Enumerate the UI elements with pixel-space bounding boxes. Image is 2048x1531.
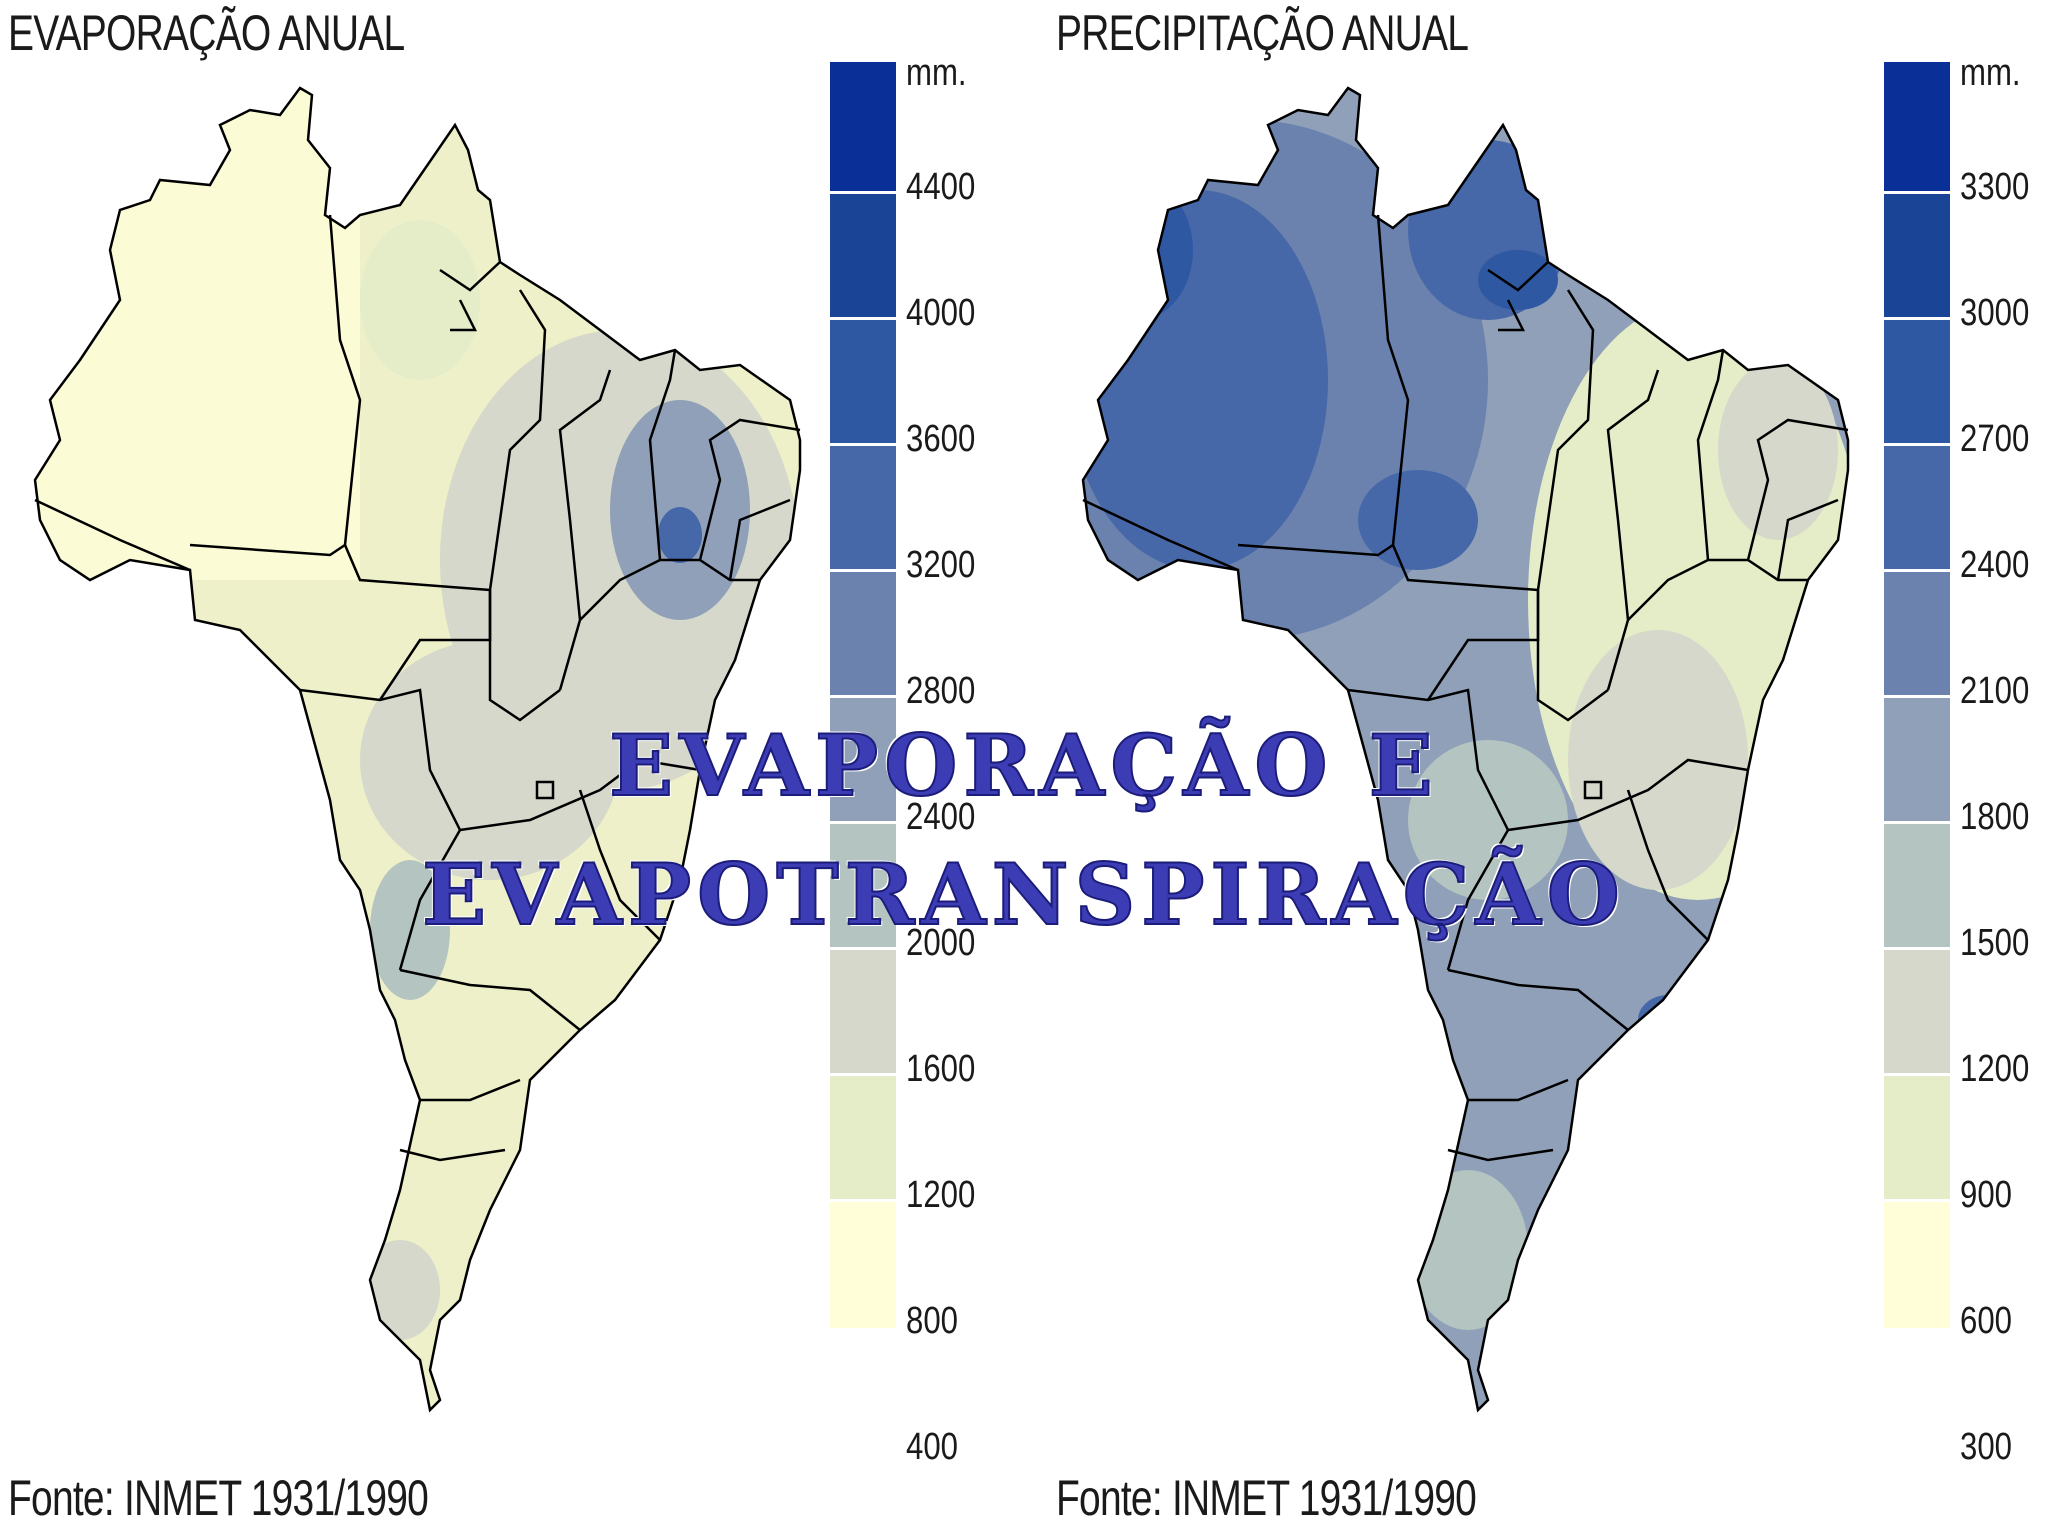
legend-tick-label: 1200	[906, 1174, 976, 1216]
legend-swatch	[830, 572, 896, 698]
precipitation-map	[1081, 86, 1850, 1413]
legend-swatch	[830, 194, 896, 320]
evaporation-legend: mm. 4400 4000 3600 3200 2800 2400 2000 1…	[830, 52, 975, 1468]
legend-tick-label: 600	[1960, 1300, 2012, 1342]
evaporation-map	[33, 86, 802, 1413]
legend-tick-label: 300	[1960, 1426, 2012, 1468]
legend-swatch	[830, 1076, 896, 1202]
legend-swatch	[1884, 62, 1950, 194]
legend-swatch	[1884, 950, 1950, 1076]
legend-tick-label: 800	[906, 1300, 958, 1342]
legend-tick-label: 4400	[906, 166, 976, 208]
legend-swatch	[830, 1202, 896, 1328]
legend-tick-label: 3300	[1960, 166, 2030, 208]
evaporation-shading	[35, 88, 800, 1340]
legend-swatch	[830, 320, 896, 446]
precipitation-map-panel: PRECIPITAÇÃO ANUAL	[1048, 0, 2048, 1531]
legend-swatch	[830, 698, 896, 824]
legend-tick-label: 900	[1960, 1174, 2012, 1216]
legend-tick-label: 3600	[906, 418, 976, 460]
legend-swatch	[1884, 1202, 1950, 1328]
precipitation-legend: mm. 3300 3000 2700 2400 2100 1800 1500 1…	[1884, 52, 2029, 1468]
legend-tick-label: 3000	[1960, 292, 2030, 334]
legend-swatch	[1884, 572, 1950, 698]
legend-tick-label: 2400	[906, 796, 976, 838]
legend-swatch	[830, 950, 896, 1076]
evaporation-source: Fonte: INMET 1931/1990	[8, 1470, 429, 1526]
overlay-title-line2: EVAPOTRANSPIRAÇÃO	[421, 844, 1626, 945]
state-borders	[1081, 86, 1850, 1413]
evaporation-map-panel: EVAPORAÇÃO ANUAL	[8, 5, 975, 1526]
legend-tick-label: 1600	[906, 1048, 976, 1090]
legend-tick-label: 4000	[906, 292, 976, 334]
precipitation-map-title: PRECIPITAÇÃO ANUAL	[1056, 5, 1469, 61]
legend-tick-label: 2100	[1960, 670, 2030, 712]
legend-swatch	[1884, 320, 1950, 446]
legend-swatch	[1884, 446, 1950, 572]
legend-tick-label: 2400	[1960, 544, 2030, 586]
legend-tick-label: 400	[906, 1426, 958, 1468]
precipitation-source: Fonte: INMET 1931/1990	[1056, 1470, 1477, 1526]
legend-tick-label: 3200	[906, 544, 976, 586]
legend-swatch	[1884, 824, 1950, 950]
legend-tick-label: 1800	[1960, 796, 2030, 838]
legend-swatch	[1884, 698, 1950, 824]
legend-unit-label: mm.	[906, 52, 967, 94]
legend-swatch	[830, 446, 896, 572]
legend-swatch	[830, 824, 896, 950]
state-borders	[33, 86, 802, 1413]
legend-tick-label: 2700	[1960, 418, 2030, 460]
legend-swatch	[1884, 1076, 1950, 1202]
legend-swatch	[1884, 194, 1950, 320]
legend-unit-label: mm.	[1960, 52, 2021, 94]
legend-tick-label: 2000	[906, 922, 976, 964]
legend-tick-label: 1500	[1960, 922, 2030, 964]
evaporation-map-title: EVAPORAÇÃO ANUAL	[8, 5, 405, 61]
legend-tick-label: 2800	[906, 670, 976, 712]
legend-swatch	[830, 62, 896, 194]
legend-tick-label: 1200	[1960, 1048, 2030, 1090]
overlay-title-line1: EVAPORAÇÃO E	[608, 715, 1439, 816]
